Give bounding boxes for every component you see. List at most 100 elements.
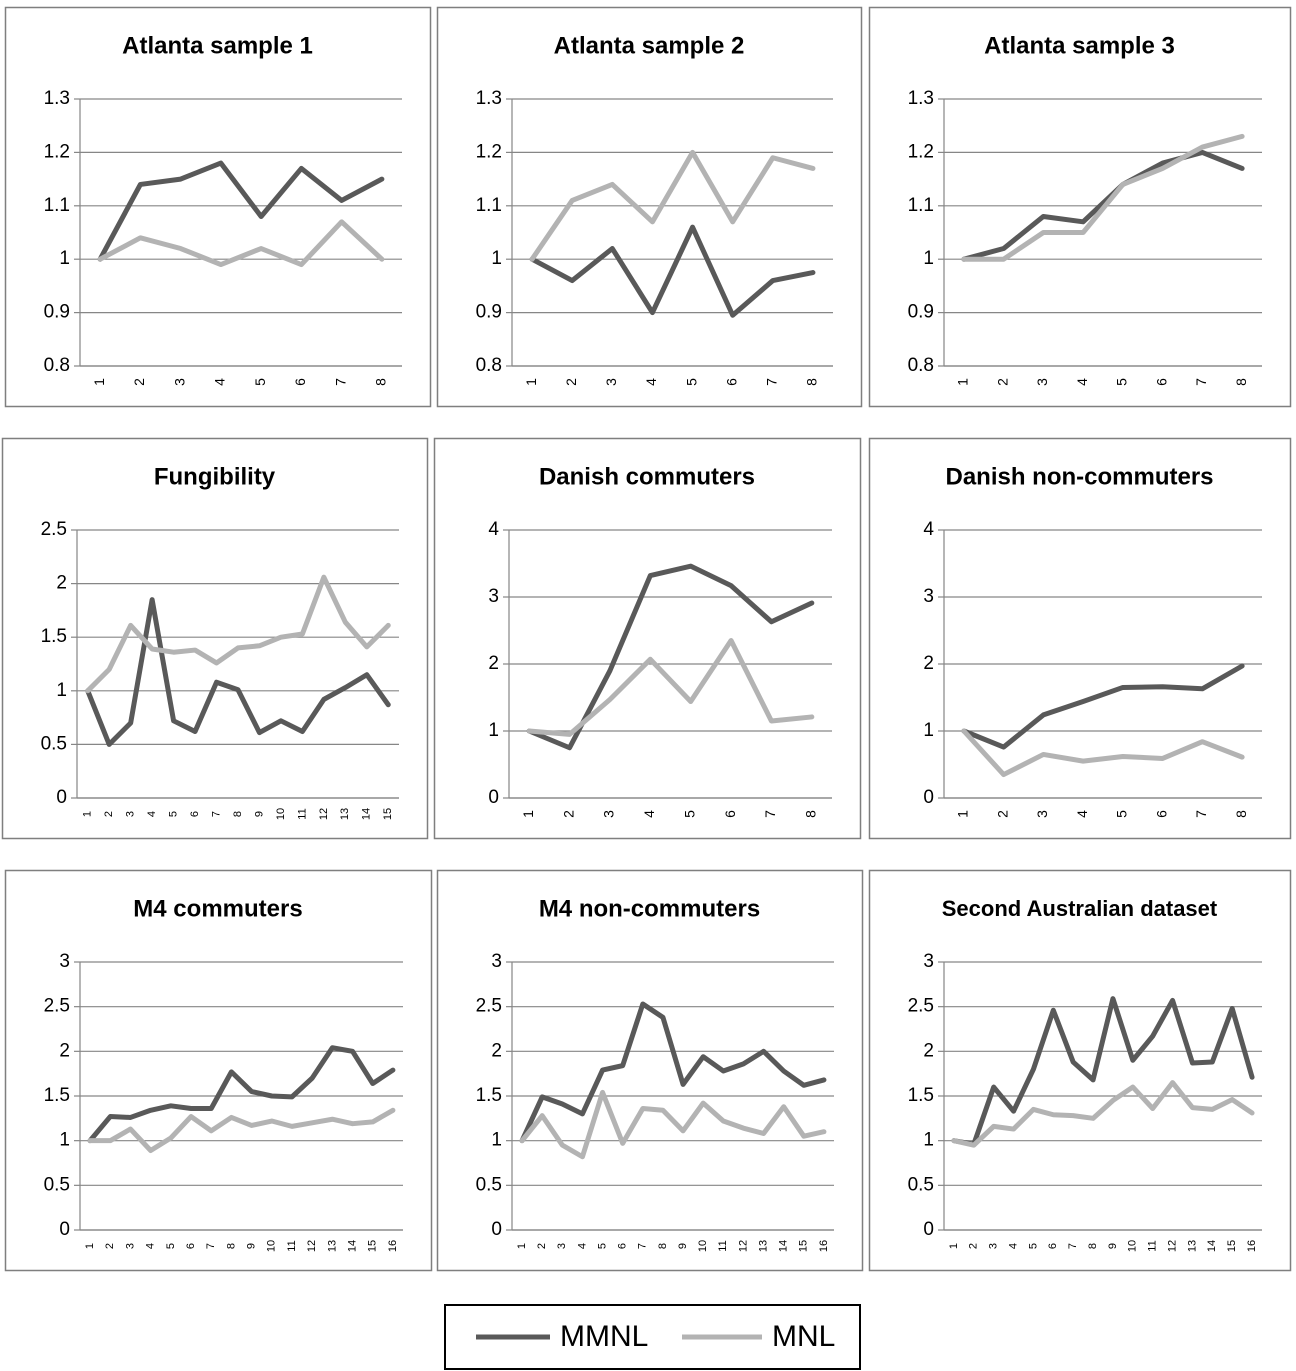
y-tick-label: 1 [56, 680, 67, 701]
y-tick-label: 0.5 [476, 1174, 502, 1195]
y-tick-label: 1 [59, 1130, 70, 1151]
x-tick-label: 12 [318, 808, 330, 820]
x-tick-label: 8 [1087, 1243, 1099, 1249]
x-tick-label: 2 [131, 378, 147, 386]
x-tick-label: 1 [82, 811, 94, 817]
y-tick-label: 1.2 [44, 141, 70, 162]
series-line [529, 224, 816, 318]
x-tick-label: 8 [1233, 810, 1249, 818]
legend-label: MNL [772, 1320, 835, 1353]
x-tick-label: 6 [292, 378, 308, 386]
x-tick-label: 14 [346, 1240, 358, 1252]
y-tick-label: 1.5 [41, 626, 67, 647]
x-tick-label: 7 [1067, 1243, 1079, 1249]
x-tick-label: 14 [778, 1240, 790, 1252]
x-tick-label: 3 [556, 1243, 568, 1249]
y-tick-label: 4 [923, 519, 934, 540]
x-tick-label: 1 [948, 1243, 960, 1249]
x-tick-label: 15 [798, 1240, 810, 1252]
x-tick-label: 5 [252, 378, 268, 386]
x-tick-label: 9 [253, 811, 265, 817]
y-tick-label: 0.5 [908, 1174, 934, 1195]
y-tick-label: 0 [923, 1219, 934, 1240]
x-tick-label: 4 [643, 378, 659, 386]
y-tick-label: 1.3 [908, 88, 934, 109]
y-tick-label: 1.5 [908, 1085, 934, 1106]
x-tick-label: 4 [1007, 1243, 1019, 1249]
x-tick-label: 5 [596, 1243, 608, 1249]
chart-title: M4 commuters [133, 895, 302, 922]
y-tick-label: 0.9 [476, 302, 502, 323]
x-tick-label: 1 [955, 378, 971, 386]
x-tick-label: 2 [560, 810, 576, 818]
x-tick-label: 1 [516, 1243, 528, 1249]
series-line [519, 1089, 827, 1160]
x-tick-label: 7 [1193, 378, 1209, 386]
x-tick-label: 3 [1034, 810, 1050, 818]
x-tick-label: 3 [988, 1243, 1000, 1249]
chart-panel: Atlanta sample 1 0.8 0.9 1 1.1 1.2 1.3 1 2 3 4 5 6 7 8 [4, 6, 432, 408]
chart-title: Atlanta sample 1 [122, 32, 313, 59]
x-tick-label: 1 [523, 378, 539, 386]
x-tick-label: 9 [1107, 1243, 1119, 1249]
y-tick-label: 1 [59, 248, 70, 269]
x-tick-label: 3 [1034, 378, 1050, 386]
y-tick-label: 0 [491, 1219, 502, 1240]
x-tick-label: 1 [520, 810, 536, 818]
y-tick-label: 1.3 [476, 88, 502, 109]
panel-border [436, 6, 863, 408]
series-line [97, 160, 385, 262]
y-tick-label: 2.5 [44, 996, 70, 1017]
x-tick-label: 5 [681, 810, 697, 818]
y-tick-label: 0.5 [41, 733, 67, 754]
x-tick-label: 12 [1166, 1240, 1178, 1252]
x-tick-label: 1 [84, 1243, 96, 1249]
x-tick-label: 6 [1047, 1243, 1059, 1249]
x-tick-label: 5 [1114, 378, 1130, 386]
chart-panel: Danish non-commuters 0 1 2 3 4 1 2 3 4 5 6 7 8 [868, 437, 1292, 840]
panel-border [436, 869, 864, 1272]
y-tick-label: 1.1 [44, 195, 70, 216]
x-tick-label: 6 [185, 1243, 197, 1249]
y-tick-label: 0.8 [476, 355, 502, 376]
y-tick-label: 2 [491, 1040, 502, 1061]
y-tick-label: 0.8 [44, 355, 70, 376]
panel-border [868, 6, 1292, 408]
x-tick-label: 16 [818, 1240, 830, 1252]
chart-title: M4 non-commuters [539, 895, 760, 922]
panel-border [4, 6, 432, 408]
x-tick-label: 4 [146, 811, 158, 817]
series-line [961, 728, 1245, 778]
x-tick-label: 3 [124, 1243, 136, 1249]
x-tick-label: 4 [1074, 810, 1090, 818]
x-tick-label: 7 [762, 810, 778, 818]
series-line [961, 133, 1245, 262]
x-tick-label: 7 [210, 811, 222, 817]
x-tick-label: 15 [382, 808, 394, 820]
x-tick-label: 2 [994, 378, 1010, 386]
series-line [961, 149, 1245, 262]
y-tick-label: 1 [923, 248, 934, 269]
x-tick-label: 5 [1114, 810, 1130, 818]
y-tick-label: 1 [488, 720, 499, 741]
x-tick-label: 12 [737, 1240, 749, 1252]
panel-border [4, 869, 433, 1272]
y-tick-label: 2.5 [908, 996, 934, 1017]
series-line [961, 663, 1245, 750]
series-line [529, 149, 816, 262]
x-tick-label: 4 [641, 810, 657, 818]
x-tick-label: 13 [1186, 1240, 1198, 1252]
y-tick-label: 1 [491, 248, 502, 269]
y-tick-label: 3 [491, 951, 502, 972]
series-line [85, 597, 391, 747]
x-tick-label: 14 [361, 808, 373, 820]
chart-panel: Danish commuters 0 1 2 3 4 1 2 3 4 5 6 7 8 [433, 437, 862, 840]
x-tick-label: 7 [1193, 810, 1209, 818]
x-tick-label: 11 [296, 808, 308, 819]
x-tick-label: 9 [246, 1243, 258, 1249]
y-tick-label: 2 [923, 653, 934, 674]
y-tick-label: 1.1 [908, 195, 934, 216]
x-tick-label: 5 [168, 811, 180, 817]
y-tick-label: 1.1 [476, 195, 502, 216]
